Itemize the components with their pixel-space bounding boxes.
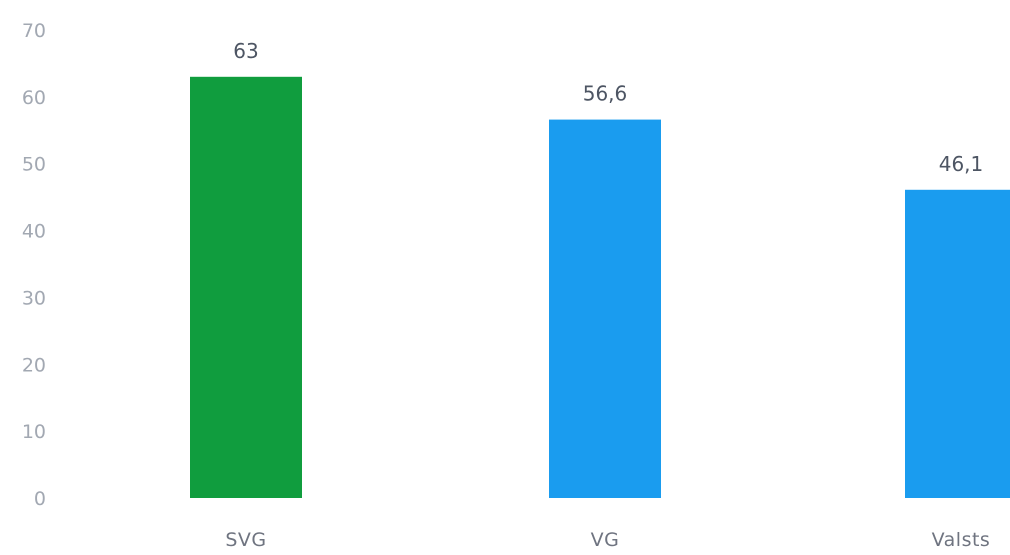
- y-tick-label: 10: [22, 421, 46, 443]
- category-label-valsts: Valsts: [932, 529, 991, 551]
- data-label-svg: 63: [233, 39, 258, 63]
- y-tick-label: 60: [22, 87, 46, 109]
- category-label-vg: VG: [591, 529, 620, 551]
- y-tick-label: 50: [22, 154, 46, 176]
- y-tick-label: 30: [22, 287, 46, 309]
- y-tick-label: 0: [34, 488, 46, 510]
- data-label-vg: 56,6: [583, 82, 628, 106]
- data-label-valsts: 46,1: [939, 152, 984, 176]
- y-tick-label: 20: [22, 354, 46, 376]
- category-label-svg: SVG: [225, 529, 266, 551]
- bar-vg: [549, 119, 661, 499]
- x-axis: SVG VG Valsts: [225, 529, 991, 551]
- bars: [190, 76, 1010, 499]
- bar-svg: [190, 76, 302, 499]
- y-tick-label: 70: [22, 20, 46, 42]
- y-axis: 0 10 20 30 40 50 60 70: [22, 20, 46, 510]
- y-tick-label: 40: [22, 221, 46, 243]
- data-labels: 63 56,6 46,1: [233, 39, 983, 176]
- bar-valsts: [905, 189, 1010, 498]
